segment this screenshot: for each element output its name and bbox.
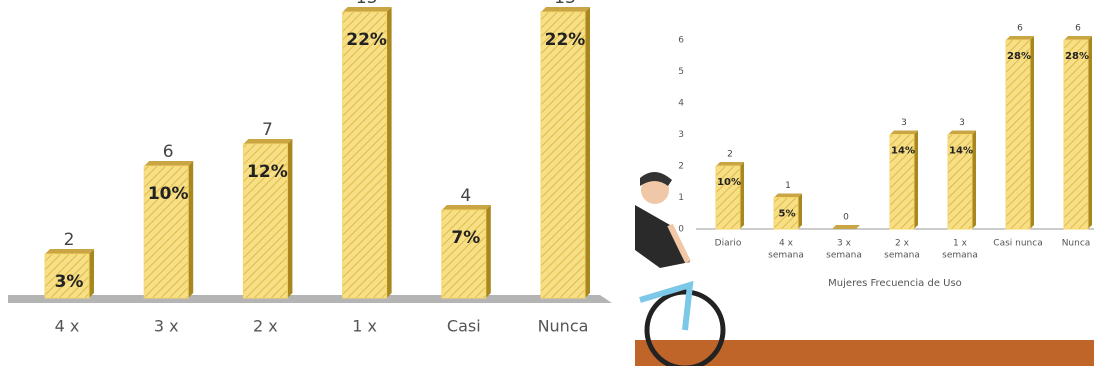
y-tick-label: 1 — [678, 193, 684, 203]
x-tick-label: semana — [942, 251, 978, 261]
bar — [1005, 39, 1031, 230]
bar — [441, 209, 487, 299]
percent-label: 10% — [148, 184, 189, 204]
x-axis-title: Mujeres Frecuencia de Uso — [828, 278, 962, 289]
percent-label: 28% — [1065, 51, 1089, 62]
bar — [242, 143, 288, 299]
bar-top — [144, 161, 194, 166]
y-tick-label: 6 — [678, 36, 684, 46]
percent-label: 28% — [1007, 51, 1031, 62]
value-label: 13 — [356, 0, 378, 8]
x-tick-label: semana — [826, 251, 862, 261]
value-label: 6 — [1017, 24, 1023, 34]
bar — [773, 197, 799, 230]
x-tick-label: semana — [768, 251, 804, 261]
value-label: 2 — [64, 230, 75, 250]
bar-side — [386, 7, 392, 298]
percent-label: 7% — [451, 228, 480, 248]
bar-top — [890, 130, 918, 135]
percent-label: 5% — [779, 209, 796, 220]
x-tick-label: Casi — [447, 317, 481, 336]
x-tick-label: 3 x — [154, 317, 179, 336]
bar-side — [188, 161, 194, 298]
right-chart: 0 1 2 3 4 5 6 2 10% Diario 1 5% 4 x semana 0 3 x semana 3… — [635, 24, 1094, 366]
value-label: 1 — [785, 181, 791, 191]
x-tick-label: 4 x — [779, 239, 794, 249]
bar-top — [716, 162, 744, 166]
bar-top — [1064, 36, 1092, 40]
percent-label: 14% — [891, 146, 915, 157]
bar-side — [1030, 36, 1034, 229]
bar — [44, 253, 90, 299]
x-tick-label: 1 x — [352, 317, 377, 336]
bar — [342, 11, 388, 299]
x-tick-label: 2 x — [253, 317, 278, 336]
ground — [635, 340, 1094, 366]
bar-top — [441, 205, 491, 210]
y-tick-label: 5 — [678, 67, 684, 77]
x-tick-label: semana — [884, 251, 920, 261]
y-tick-label: 2 — [678, 162, 684, 172]
bar-top — [1006, 36, 1034, 40]
value-label: 3 — [901, 118, 907, 128]
x-tick-label: Nunca — [538, 317, 589, 336]
value-label: 3 — [959, 118, 965, 128]
bar-side — [798, 193, 802, 229]
x-tick-label: Casi nunca — [993, 239, 1042, 249]
bar — [540, 11, 586, 299]
x-tick-label: 4 x — [55, 317, 80, 336]
y-tick-label: 0 — [678, 225, 684, 235]
percent-label: 22% — [346, 30, 387, 50]
value-label: 6 — [163, 142, 174, 162]
left-chart: 2 3% 4 x 6 10% 3 x 7 12% 2 x 13 22% 1 x 4 7% Casi 13 22%… — [8, 0, 612, 336]
value-label: 0 — [843, 213, 849, 223]
value-label: 6 — [1075, 24, 1081, 34]
value-label: 2 — [727, 150, 733, 160]
cyclist — [635, 171, 726, 366]
bar-side — [1088, 36, 1092, 229]
x-tick-label: 3 x — [837, 239, 852, 249]
percent-label: 12% — [247, 162, 288, 182]
y-tick-label: 3 — [678, 130, 684, 140]
bar-side — [485, 205, 491, 298]
bar — [1063, 39, 1089, 230]
bar — [143, 165, 189, 299]
bar-top — [774, 193, 802, 198]
bar-top — [832, 225, 860, 229]
bar-side — [287, 139, 293, 298]
bar-top — [342, 7, 392, 12]
percent-label: 14% — [949, 146, 973, 157]
x-tick-label: 1 x — [953, 239, 968, 249]
percent-label: 22% — [545, 30, 586, 50]
bar-side — [914, 130, 918, 229]
bar-top — [948, 130, 976, 135]
bar-top — [541, 7, 590, 12]
bar-side — [585, 7, 590, 298]
x-tick-label: Nunca — [1062, 239, 1091, 249]
bar-side — [740, 162, 744, 229]
x-tick-label: Diario — [715, 239, 742, 249]
percent-label: 10% — [717, 177, 741, 188]
value-label: 4 — [460, 186, 471, 206]
bar-top — [45, 249, 94, 254]
bar — [947, 134, 973, 230]
bar — [715, 165, 741, 230]
percent-label: 3% — [55, 272, 84, 292]
y-tick-label: 4 — [678, 99, 684, 109]
value-label: 13 — [554, 0, 576, 8]
bar-top — [243, 139, 293, 144]
floor — [8, 295, 612, 303]
bar-side — [89, 249, 94, 298]
value-label: 7 — [262, 120, 273, 140]
x-tick-label: 2 x — [895, 239, 910, 249]
bar — [889, 134, 915, 230]
bar-side — [972, 130, 976, 229]
